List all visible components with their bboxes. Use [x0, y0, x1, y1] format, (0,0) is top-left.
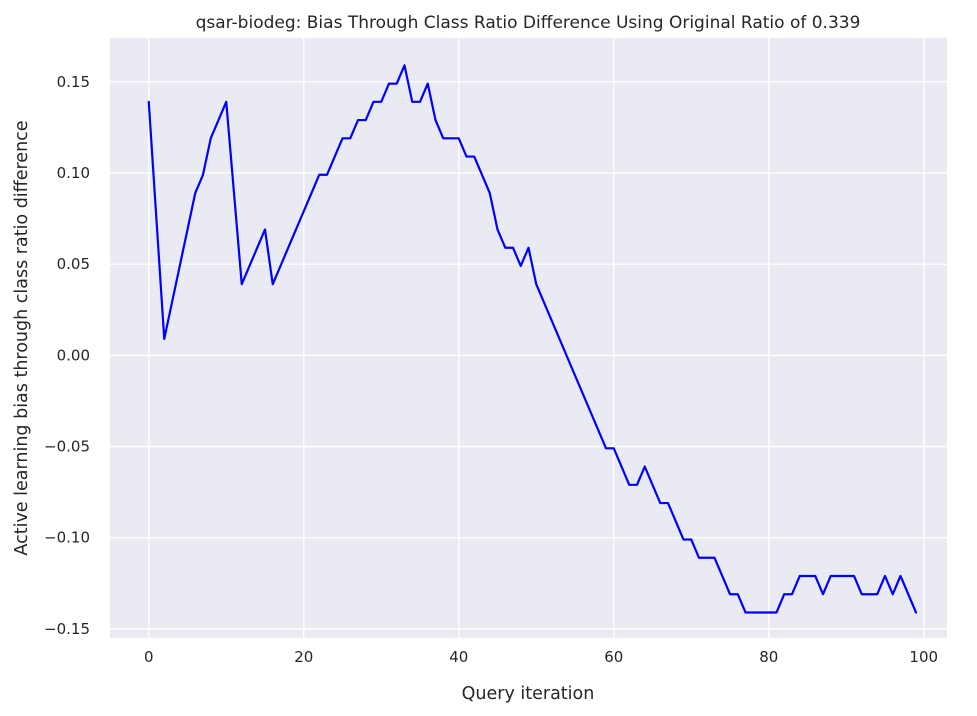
plot-background — [110, 38, 947, 638]
series-line — [147, 64, 918, 614]
y-axis-label: Active learning bias through class ratio… — [12, 120, 32, 555]
chart-title: qsar-biodeg: Bias Through Class Ratio Di… — [196, 13, 861, 33]
y-tick-label: −0.05 — [44, 438, 90, 456]
series-layer — [147, 64, 918, 614]
x-tick-label: 100 — [909, 648, 938, 666]
x-axis-label: Query iteration — [462, 684, 595, 704]
x-tick-label: 0 — [144, 648, 154, 666]
y-tick-label: −0.15 — [44, 620, 90, 638]
y-tick-label: 0.10 — [57, 164, 90, 182]
y-tick-label: 0.05 — [57, 255, 90, 273]
tick-labels: 0 20 40 60 80 100 −0.15 −0.10 −0.05 0.00 0.05 0.10 0… — [44, 73, 938, 666]
x-tick-label: 40 — [449, 648, 468, 666]
y-tick-label: 0.00 — [57, 346, 90, 364]
x-tick-label: 80 — [759, 648, 778, 666]
y-tick-label: −0.10 — [44, 529, 90, 547]
x-tick-label: 60 — [604, 648, 623, 666]
y-tick-label: 0.15 — [57, 73, 90, 91]
x-tick-label: 20 — [294, 648, 313, 666]
